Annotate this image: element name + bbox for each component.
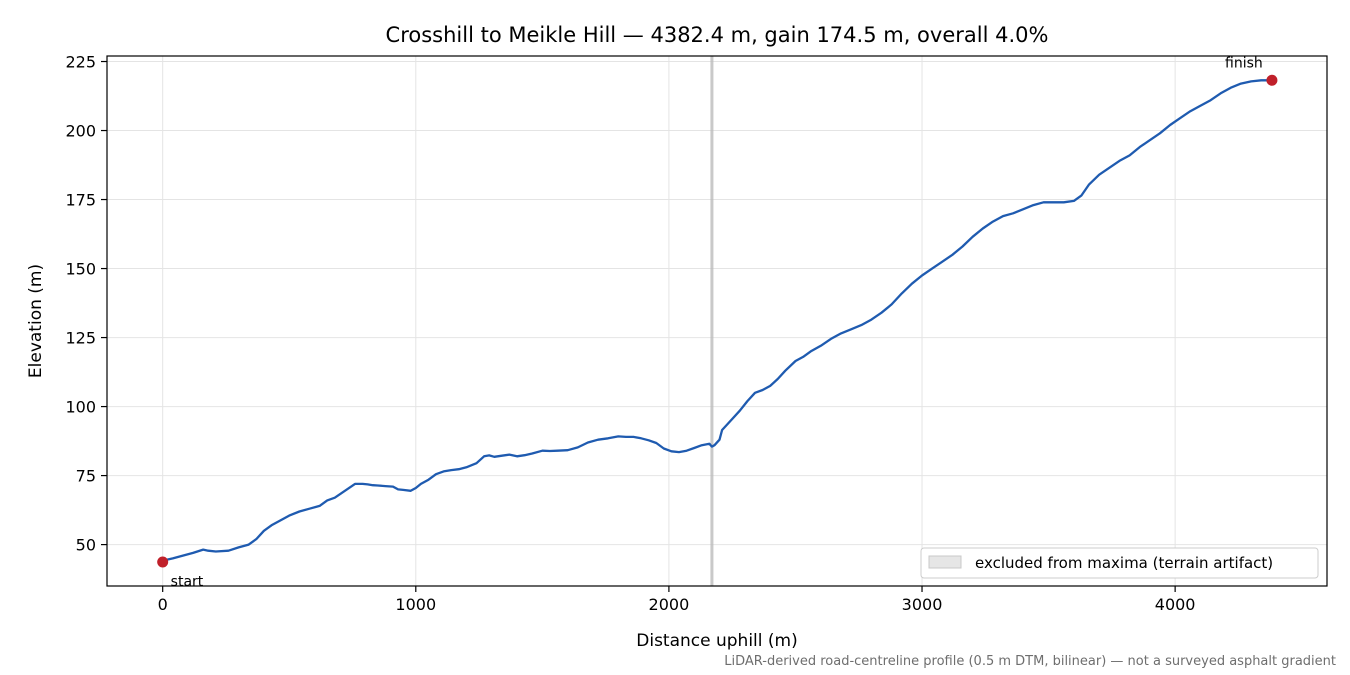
chart-title: Crosshill to Meikle Hill — 4382.4 m, gai… [386,23,1049,47]
y-tick-label: 150 [65,260,96,279]
y-axis-label: Elevation (m) [26,264,46,378]
start-label: start [171,574,204,590]
elevation-profile-line [162,79,1272,562]
x-tick-label: 2000 [649,595,690,614]
y-tick-label: 100 [65,398,96,417]
y-tick-label: 50 [76,536,96,555]
x-axis-label: Distance uphill (m) [636,631,797,651]
y-tick-label: 200 [65,122,96,141]
plot-frame [106,55,1328,587]
legend-label: excluded from maxima (terrain artifact) [975,554,1273,572]
endpoint-markers: start finish [157,55,1278,590]
x-tick-label: 1000 [395,595,436,614]
x-tick-label: 4000 [1155,595,1196,614]
finish-label: finish [1225,55,1263,71]
start-marker [157,556,169,568]
finish-marker [1266,74,1278,86]
y-tick-label: 175 [65,191,96,210]
x-tick-label: 3000 [902,595,943,614]
footnote: LiDAR-derived road-centreline profile (0… [724,654,1336,669]
legend-swatch [928,555,962,569]
y-tick-label: 225 [65,53,96,72]
y-tick-label: 125 [65,329,96,348]
axis-ticks: 0 1000 2000 3000 4000 50 75 100 125 150 175 200 225 [65,53,1195,614]
legend: excluded from maxima (terrain artifact) [920,547,1319,579]
x-tick-label: 0 [158,595,168,614]
grid [107,56,1327,586]
legend-box [920,547,1319,579]
y-tick-label: 75 [76,467,96,486]
